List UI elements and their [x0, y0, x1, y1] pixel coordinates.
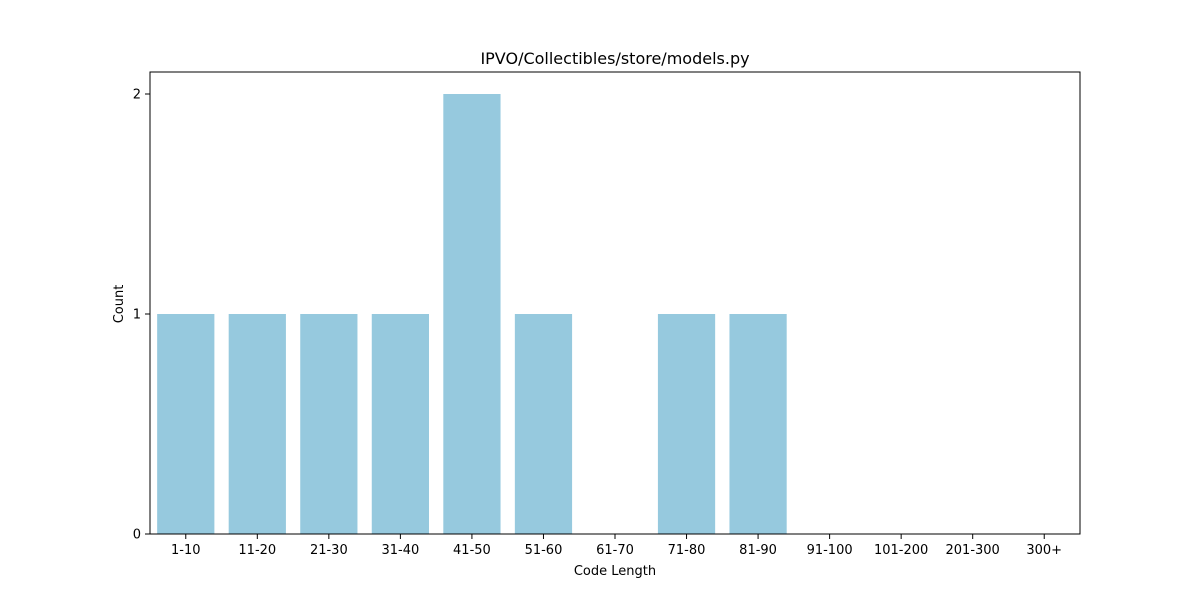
x-tick-label: 91-100	[807, 543, 853, 558]
bars-group	[157, 94, 787, 534]
y-tick-label: 1	[133, 308, 141, 323]
x-tick-label: 61-70	[596, 543, 634, 558]
x-tick-label: 51-60	[525, 543, 563, 558]
bar-21-30	[300, 314, 358, 534]
y-tick-label: 0	[133, 528, 141, 543]
bar-81-90	[729, 314, 787, 534]
bar-41-50	[443, 94, 501, 534]
y-axis-label: Count	[112, 285, 127, 324]
x-tick-label: 81-90	[739, 543, 777, 558]
x-tick-label: 201-300	[946, 543, 1000, 558]
x-tick-label: 71-80	[668, 543, 706, 558]
x-tick-label: 1-10	[171, 543, 201, 558]
bar-1-10	[157, 314, 215, 534]
y-tick-label: 2	[133, 88, 141, 103]
plot-frame	[149, 71, 1081, 535]
x-tick-label: 11-20	[238, 543, 276, 558]
y-ticks-group: 0 1 2	[133, 88, 150, 543]
bar-71-80	[657, 314, 716, 534]
x-ticks-group: 1-10 11-20 21-30 31-40 41-50 51-60 61-70 71-80 8…	[171, 534, 1062, 558]
x-axis-label: Code Length	[574, 564, 656, 579]
x-tick-label: 41-50	[453, 543, 491, 558]
bar-31-40	[371, 314, 429, 534]
x-tick-label: 300+	[1026, 543, 1062, 558]
bar-51-60	[514, 314, 573, 534]
bar-11-20	[228, 314, 286, 534]
x-tick-label: 31-40	[381, 543, 419, 558]
x-tick-label: 101-200	[874, 543, 928, 558]
x-tick-label: 21-30	[310, 543, 348, 558]
chart-title: IPVO/Collectibles/store/models.py	[480, 49, 749, 68]
